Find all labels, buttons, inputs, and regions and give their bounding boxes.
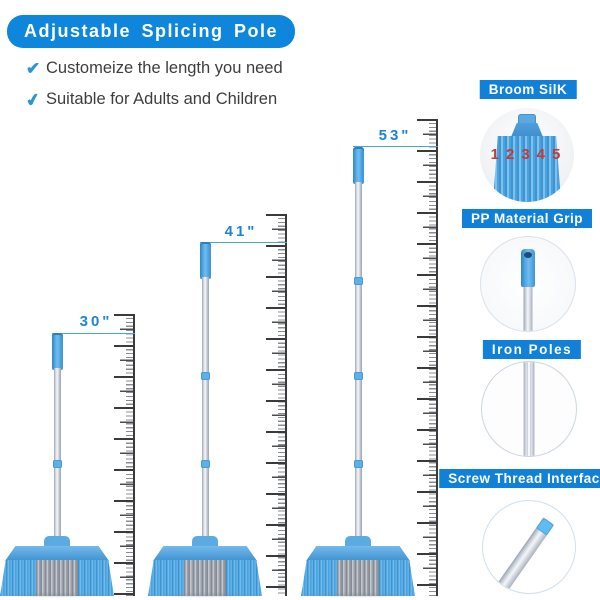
check-icon: ✔ <box>24 88 43 111</box>
broom-grip <box>51 333 63 370</box>
ruler-53-inch <box>416 119 438 596</box>
feature-item: ✔ Suitable for Adults and Children <box>24 84 283 115</box>
broom-head-mount <box>192 536 218 548</box>
pole-connector-ring <box>353 460 363 468</box>
callout-label-broom-silk: Broom SilK <box>479 80 577 99</box>
broom-shadow <box>300 592 416 598</box>
broom-head-mount <box>44 536 70 548</box>
height-label-30: 30" <box>79 313 113 330</box>
callout-photo-pp-grip <box>480 236 576 332</box>
broom-head <box>153 546 257 561</box>
bristle-gray-band <box>36 560 78 596</box>
pole-connector-ring <box>200 372 210 380</box>
bristle-gray-band <box>337 560 379 596</box>
grip-pole <box>523 285 533 331</box>
broom-grip <box>352 147 364 184</box>
broom-pole <box>53 368 61 541</box>
measure-line-41 <box>200 242 287 243</box>
pole-connector-ring <box>353 277 363 285</box>
threaded-pole <box>491 517 555 593</box>
broom-socket-collar <box>511 123 543 137</box>
pole-connector-ring <box>353 372 363 380</box>
height-label-41: 41" <box>224 223 258 240</box>
pole-connector-ring <box>52 460 62 468</box>
measure-line-30 <box>52 333 135 334</box>
broom-bristles <box>148 560 262 596</box>
pp-grip <box>521 249 535 287</box>
callout-photo-broom-silk: 12345 <box>480 108 574 202</box>
feature-text: Customeize the length you need <box>46 59 283 77</box>
broom-shadow <box>0 592 115 598</box>
feature-text: Suitable for Adults and Children <box>46 90 278 108</box>
screw-thread-tip <box>536 517 555 536</box>
broom-shadow <box>147 592 263 598</box>
broom-socket-neck <box>518 114 536 124</box>
ruler-30-inch <box>113 314 135 596</box>
broom-silk-strands <box>493 136 561 202</box>
measure-line-53 <box>353 146 438 147</box>
pole-connector-ring <box>200 460 210 468</box>
broom-head-mount <box>345 536 371 548</box>
broom-bristles <box>301 560 415 596</box>
broom-bristles <box>0 560 114 596</box>
broom-head <box>306 546 410 561</box>
callout-label-iron-poles: Iron Poles <box>482 340 582 359</box>
callout-photo-iron-poles <box>481 361 577 457</box>
bristle-gray-band <box>184 560 226 596</box>
broom-pole <box>201 277 209 541</box>
feature-list: ✔ Customeize the length you need ✔ Suita… <box>24 53 283 115</box>
broom-pole <box>354 182 362 541</box>
iron-pole <box>523 362 535 456</box>
broom-head <box>5 546 109 561</box>
check-icon: ✔ <box>26 58 41 78</box>
grip-hanging-hole <box>524 252 532 258</box>
silk-layer-numbers: 12345 <box>490 146 568 163</box>
title-banner: Adjustable Splicing Pole <box>7 15 296 48</box>
feature-item: ✔ Customeize the length you need <box>26 53 283 84</box>
height-label-53: 53" <box>378 127 412 144</box>
callout-label-screw-thread: Screw Thread Interface <box>439 469 600 488</box>
ruler-41-inch <box>265 214 287 596</box>
callout-label-pp-grip: PP Material Grip <box>461 209 593 228</box>
callout-photo-screw-thread <box>482 500 576 594</box>
broom-grip <box>199 242 211 279</box>
